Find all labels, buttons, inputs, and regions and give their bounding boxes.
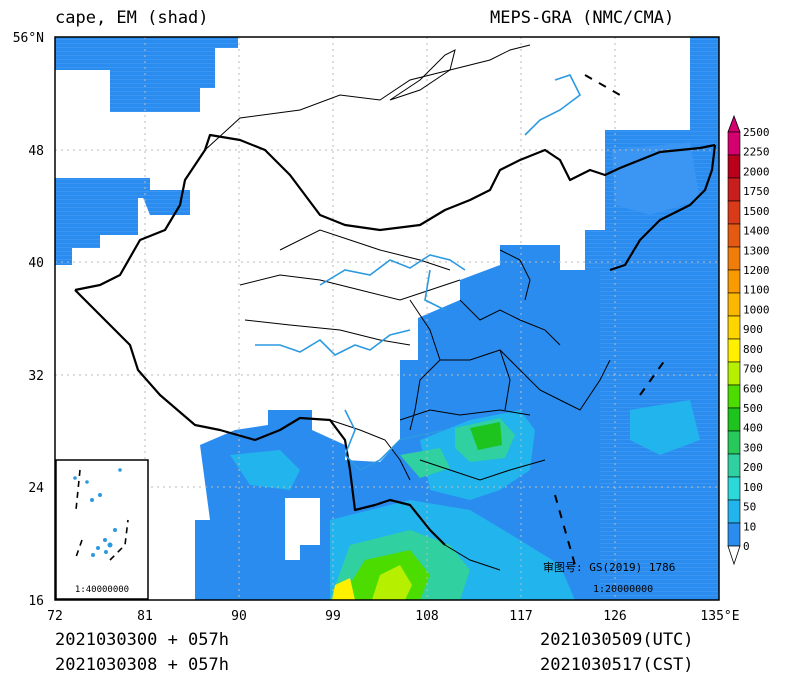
colorbar-label: 400	[743, 422, 763, 435]
colorbar-swatch	[727, 246, 741, 271]
colorbar-label: 2500	[743, 126, 770, 139]
colorbar-label: 1300	[743, 244, 770, 257]
colorbar-label: 100	[743, 481, 763, 494]
colorbar-label: 1100	[743, 284, 770, 297]
province-borders	[239, 229, 611, 571]
colorbar-label: 0	[743, 540, 750, 553]
colorbar-swatch	[727, 361, 741, 386]
lat-tick: 24	[28, 481, 44, 496]
colorbar-swatch	[727, 131, 741, 156]
lon-tick: 117	[509, 609, 532, 624]
south-china-sea-inset: 1:40000000	[55, 459, 149, 600]
colorbar-label: 2250	[743, 146, 770, 159]
colorbar-label: 1400	[743, 225, 770, 238]
lon-tick: 135°E	[700, 609, 739, 624]
map-title: cape, EM (shad)	[55, 8, 209, 28]
colorbar-swatch	[727, 476, 741, 501]
colorbar-label: 50	[743, 501, 756, 514]
colorbar-swatch	[727, 223, 741, 248]
colorbar-label: 1750	[743, 185, 770, 198]
colorbar-label: 2000	[743, 165, 770, 178]
colorbar-min-arrow	[727, 545, 741, 566]
lat-ticks: 56°N 48 40 32 24 16	[13, 31, 44, 609]
colorbar-swatch	[727, 499, 741, 524]
lon-tick: 126	[603, 609, 626, 624]
lat-tick: 48	[28, 144, 44, 159]
lat-tick: 40	[28, 256, 44, 271]
colorbar-swatch	[727, 384, 741, 409]
colorbar-swatch	[727, 200, 741, 225]
colorbar-label: 200	[743, 461, 763, 474]
lon-tick: 81	[137, 609, 153, 624]
colorbar-label: 10	[743, 520, 756, 533]
lon-tick: 108	[415, 609, 438, 624]
lon-tick: 99	[325, 609, 341, 624]
valid-time-cst: 2021030517(CST)	[540, 655, 694, 675]
colorbar-swatch	[727, 338, 741, 363]
model-source: MEPS-GRA (NMC/CMA)	[490, 8, 675, 28]
lon-ticks: 72 81 90 99 108 117 126 135°E	[47, 609, 739, 624]
init-time-utc: 2021030300 + 057h	[55, 630, 229, 650]
colorbar-label: 300	[743, 441, 763, 454]
lon-tick: 90	[231, 609, 247, 624]
china-border	[74, 133, 717, 546]
colorbar-label: 600	[743, 382, 763, 395]
lat-tick: 32	[28, 369, 44, 384]
colorbar-label: 1200	[743, 264, 770, 277]
colorbar-swatch	[727, 407, 741, 432]
colorbar: 2500225020001750150014001300120011001000…	[727, 114, 770, 566]
colorbar-swatch	[727, 430, 741, 455]
colorbar-label: 900	[743, 323, 763, 336]
lat-tick: 16	[28, 594, 44, 609]
colorbar-swatch	[727, 292, 741, 317]
colorbar-swatch	[727, 177, 741, 202]
inset-scale: 1:40000000	[75, 585, 129, 595]
colorbar-max-arrow	[727, 114, 741, 133]
lat-tick: 56°N	[13, 31, 44, 46]
valid-time-utc: 2021030509(UTC)	[540, 630, 694, 650]
colorbar-swatch	[727, 453, 741, 478]
colorbar-swatch	[727, 315, 741, 340]
colorbar-label: 700	[743, 363, 763, 376]
colorbar-swatch	[727, 269, 741, 294]
init-time-cst: 2021030308 + 057h	[55, 655, 229, 675]
colorbar-swatch	[727, 522, 741, 547]
rivers	[255, 74, 582, 471]
colorbar-label: 1500	[743, 205, 770, 218]
map-scale: 1:20000000	[593, 584, 653, 595]
cape-shading	[55, 37, 719, 600]
colorbar-swatch	[727, 154, 741, 179]
colorbar-label: 800	[743, 343, 763, 356]
colorbar-label: 1000	[743, 303, 770, 316]
approval-number: 审图号: GS(2019) 1786	[543, 560, 675, 574]
lon-tick: 72	[47, 609, 63, 624]
colorbar-label: 500	[743, 402, 763, 415]
